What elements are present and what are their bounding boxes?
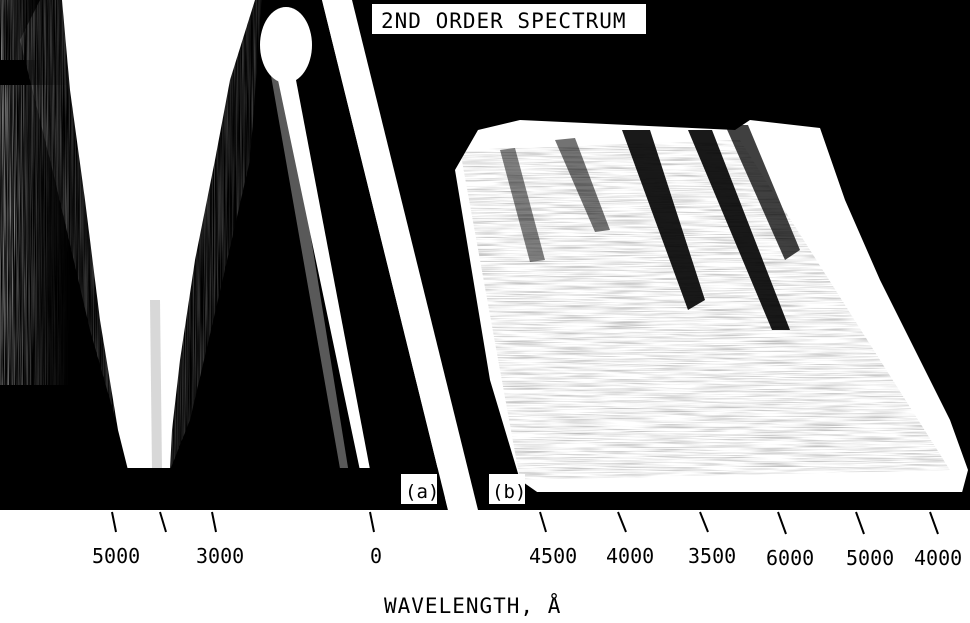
tick-label-a-3000: 3000 — [196, 544, 244, 568]
header-box: 2ND ORDER SPECTRUM — [372, 4, 646, 34]
tick-label-b-4000: 4000 — [606, 544, 654, 568]
panel-b-label-box: (b) — [489, 474, 526, 504]
tick-label-a-5000: 5000 — [92, 544, 140, 568]
panel-a-label: (a) — [405, 481, 439, 503]
panel-a-photo — [0, 0, 448, 510]
tick-marks — [111, 511, 939, 535]
tick-label-b-6000: 6000 — [766, 546, 814, 570]
panel-a-tick-labels: 5000 3000 0 — [92, 544, 382, 568]
tick-label-b-4500: 4500 — [529, 544, 577, 568]
panel-gap — [322, 0, 478, 510]
panel-b-label: (b) — [492, 481, 526, 503]
tick-label-a-0: 0 — [370, 544, 382, 568]
figure-header: 2ND ORDER SPECTRUM — [381, 9, 627, 33]
tick-label-b-5000: 5000 — [846, 546, 894, 570]
panel-a-label-box: (a) — [401, 474, 439, 504]
panel-b-photo — [352, 0, 970, 510]
wavelength-axis-label: WAVELENGTH, Å — [384, 592, 561, 618]
tick-label-b-3500: 3500 — [688, 544, 736, 568]
panel-b-tick-labels: 4500 4000 3500 6000 5000 4000 — [529, 544, 962, 570]
tick-label-b-4000-right: 4000 — [914, 546, 962, 570]
